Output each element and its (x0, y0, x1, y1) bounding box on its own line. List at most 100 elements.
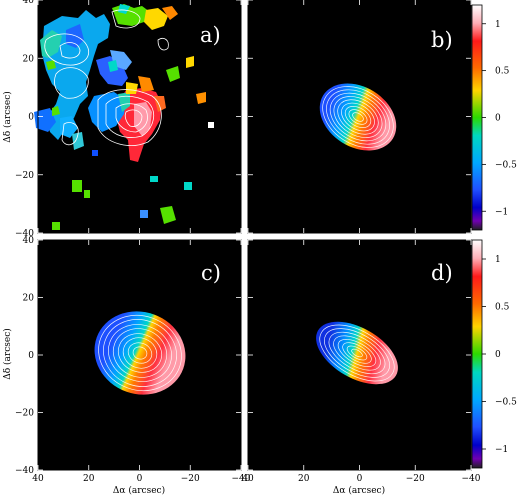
contour (122, 337, 158, 369)
contour (117, 333, 163, 373)
x-tick-label: 20 (298, 474, 310, 484)
colorbar-top-ticks: 1 0.5 0 −0.5 −1 (482, 20, 517, 217)
y-tick-label: 40 (23, 236, 35, 246)
emission-patch (72, 180, 82, 192)
panel-c-label: c) (201, 261, 221, 285)
contour (324, 328, 390, 378)
emission-patch (196, 92, 206, 104)
contour (44, 33, 90, 66)
panel-c-disk (94, 311, 186, 395)
emission-patch (52, 106, 60, 116)
emission-patch (162, 6, 178, 20)
contour (105, 95, 155, 138)
emission-patch (140, 210, 148, 218)
contour (322, 86, 394, 148)
contour (337, 339, 377, 367)
colorbar-tick-label: 0 (495, 114, 501, 124)
contour (59, 42, 81, 59)
colorbar-tick-label: −0.5 (495, 398, 517, 408)
x-axis-label-left: Δα (arcsec) (113, 485, 165, 496)
contour (108, 324, 172, 382)
panel-a-velocity-field (34, 4, 214, 230)
y-tick-label: −20 (15, 409, 34, 419)
contour (344, 106, 372, 128)
contour (341, 102, 375, 132)
contour (127, 342, 153, 364)
contour (337, 99, 379, 135)
x-tick-label: 40 (242, 474, 254, 484)
panel-a-contours (44, 9, 169, 146)
emission-patch (186, 56, 194, 68)
emission-patch (184, 182, 192, 190)
y-axis-label-bottom: Δδ (arcsec) (2, 328, 13, 380)
emission-patch (34, 108, 56, 132)
emission-patch (160, 206, 176, 224)
y-tick-label: −40 (15, 229, 34, 239)
panel-d-velocity-field (316, 321, 398, 385)
emission-patch (208, 122, 214, 128)
colorbar-tick-label: −0.5 (495, 160, 517, 170)
colorbar-bottom-ticks: 1 0.5 0 −0.5 −1 (482, 255, 517, 455)
colorbar-tick-label: 0.5 (495, 67, 510, 77)
colorbar-bottom-scale (471, 239, 483, 469)
x-tick-label: 40 (32, 474, 44, 484)
panel-b-velocity-field (319, 83, 397, 151)
panel-a: a) (34, 0, 242, 234)
contour (342, 342, 372, 364)
contour (61, 122, 79, 146)
x-tick-label: 0 (357, 474, 363, 484)
emission-patch (144, 8, 168, 30)
emission-patch (166, 66, 180, 82)
emission-patch (88, 92, 126, 132)
emission-patch (138, 76, 154, 92)
contour (54, 67, 89, 99)
colorbar-tick-label: 1 (495, 20, 501, 30)
colorbar-tick-label: 1 (495, 255, 501, 265)
y-tick-label: 20 (23, 54, 35, 64)
x-tick-label: −20 (406, 474, 425, 484)
y-tick-label: 40 (23, 0, 35, 6)
colorbar-tick-label: −1 (495, 445, 508, 455)
x-tick-label: −40 (462, 474, 481, 484)
contour (103, 319, 177, 387)
colorbar-bottom: 1 0.5 0 −0.5 −1 (471, 239, 517, 469)
contour (124, 109, 143, 127)
panel-c-velocity-field (94, 311, 186, 395)
contour (351, 348, 363, 358)
panel-d: d) (247, 239, 472, 471)
contour (346, 345, 368, 361)
panel-b: b) (247, 0, 472, 234)
y-tick-label: −40 (15, 466, 34, 476)
contour (157, 38, 169, 51)
emission-patch (46, 60, 56, 70)
emission-patch (126, 82, 138, 94)
x-tick-label: 0 (137, 474, 143, 484)
emission-patch (84, 190, 90, 198)
y-tick-label: −20 (15, 171, 34, 181)
emission-patch (92, 150, 98, 156)
contour (115, 103, 148, 133)
colorbar-tick-label: −1 (495, 207, 508, 217)
colorbar-top-scale (471, 4, 483, 231)
panel-c-contours (98, 315, 182, 391)
contour (329, 92, 387, 142)
contour (319, 324, 395, 382)
emission-patch (72, 132, 84, 150)
y-tick-label: 0 (28, 113, 34, 123)
x-axis-label-right: Δα (arcsec) (333, 485, 385, 496)
contour (98, 315, 182, 391)
y-axis-label-top: Δδ (arcsec) (2, 91, 13, 143)
panel-c: c) (37, 239, 242, 471)
emission-patch (60, 116, 78, 138)
panel-b-contours (322, 86, 394, 148)
panel-d-contours (319, 324, 395, 382)
y-tick-label: 0 (28, 351, 34, 361)
emission-patch (150, 176, 158, 182)
colorbar-tick-label: 0.5 (495, 303, 510, 313)
panel-a-label: a) (200, 23, 221, 47)
x-tick-label: −20 (181, 474, 200, 484)
panel-b-label: b) (431, 28, 453, 52)
panel-d-label: d) (431, 261, 453, 285)
emission-patch (118, 4, 130, 14)
